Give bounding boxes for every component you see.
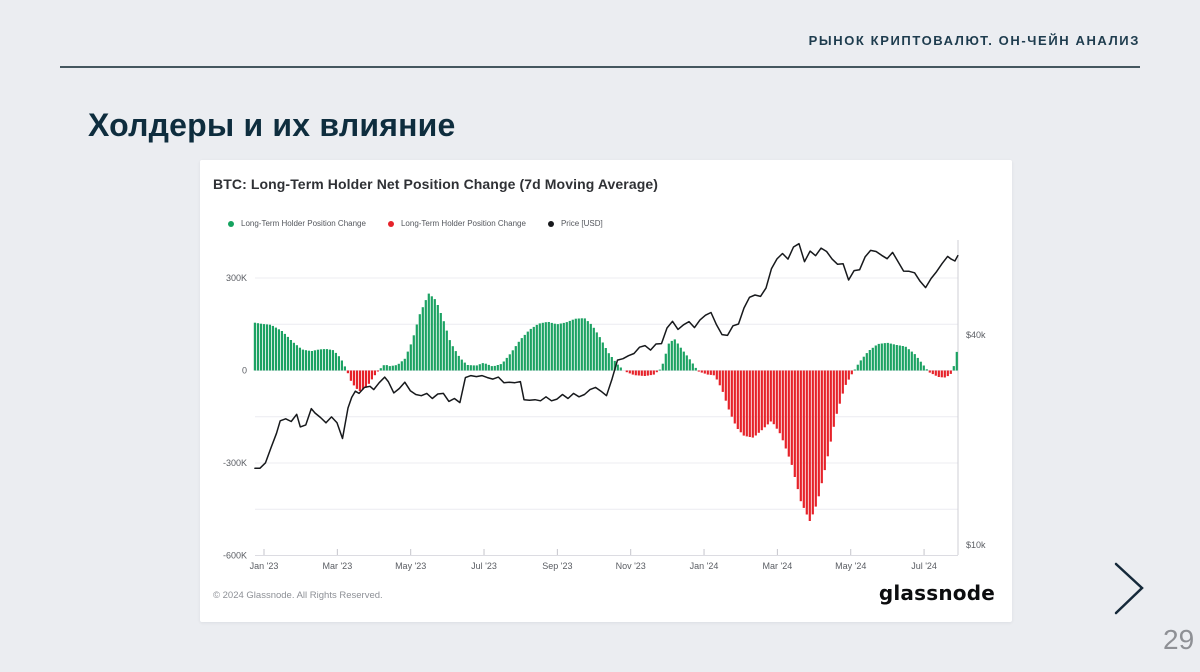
chart-card: BTC: Long-Term Holder Net Position Chang… [200, 160, 1012, 622]
glassnode-logo: glassnode [878, 581, 995, 605]
svg-text:0: 0 [242, 366, 247, 376]
header-title: РЫНОК КРИПТОВАЛЮТ. ОН-ЧЕЙН АНАЛИЗ [808, 33, 1140, 48]
svg-text:-600K: -600K [223, 551, 247, 561]
header-divider [60, 66, 1140, 68]
svg-text:-300K: -300K [223, 458, 247, 468]
chart-legend: Long-Term Holder Position Change Long-Ter… [228, 219, 603, 228]
svg-text:Mar '24: Mar '24 [763, 561, 793, 571]
svg-text:Mar '23: Mar '23 [322, 561, 352, 571]
svg-text:$40k: $40k [966, 330, 986, 340]
copyright-text: © 2024 Glassnode. All Rights Reserved. [213, 590, 383, 601]
chart-plot: 300K 0 -300K -600K $40k $10k Jan '23 Mar '23 May… [223, 240, 986, 571]
next-slide-button[interactable] [1108, 558, 1148, 620]
svg-text:Jan '24: Jan '24 [690, 561, 719, 571]
svg-text:Jul '23: Jul '23 [471, 561, 497, 571]
svg-text:Sep '23: Sep '23 [542, 561, 572, 571]
svg-text:$10k: $10k [966, 540, 986, 550]
svg-text:May '23: May '23 [395, 561, 426, 571]
svg-text:Jul '24: Jul '24 [911, 561, 937, 571]
legend-marker-icon [228, 220, 234, 227]
svg-text:300K: 300K [226, 273, 247, 283]
page-number: 29 [1163, 624, 1195, 655]
legend-marker-icon [387, 220, 394, 227]
legend-label: Price [USD] [560, 219, 603, 228]
chart-title: BTC: Long-Term Holder Net Position Chang… [213, 176, 659, 192]
svg-text:Nov '23: Nov '23 [616, 561, 646, 571]
svg-text:May '24: May '24 [835, 561, 866, 571]
legend-label: Long-Term Holder Position Change [400, 219, 526, 228]
legend-item[interactable]: Long-Term Holder Position Change [228, 219, 366, 228]
chevron-right-icon [1114, 562, 1144, 615]
svg-text:Jan '23: Jan '23 [250, 561, 279, 571]
legend-label: Long-Term Holder Position Change [241, 219, 366, 228]
legend-item[interactable]: Long-Term Holder Position Change [387, 219, 526, 228]
legend-marker-icon [547, 220, 554, 227]
legend-item[interactable]: Price [USD] [547, 219, 603, 228]
page-title: Холдеры и их влияние [88, 107, 456, 143]
